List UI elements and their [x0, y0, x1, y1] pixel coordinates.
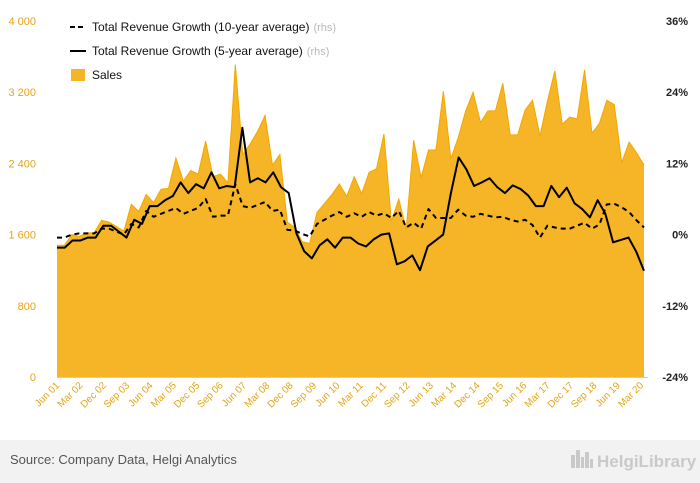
x-tick-label: Sep 06 [195, 380, 225, 410]
y-left-tick-label: 4 000 [8, 16, 36, 28]
y-left-tick-label: 0 [30, 372, 36, 384]
sales-area [57, 64, 644, 378]
sales-area-edge [57, 64, 645, 246]
y-right-tick-label: 0% [672, 230, 688, 242]
x-tick-label: Sep 12 [382, 380, 412, 410]
x-tick-label: Sep 03 [102, 380, 132, 410]
y-right-tick-label: 36% [666, 16, 688, 28]
legend: Total Revenue Growth (10-year average) (… [70, 20, 336, 82]
x-tick-label: Sep 15 [476, 380, 506, 410]
y-left-tick-label: 3 200 [8, 87, 36, 99]
footer: Source: Company Data, Helgi Analytics He… [0, 440, 700, 483]
series-line-10yr-average [57, 183, 645, 239]
plot-area [57, 64, 645, 378]
legend-suffix-5yr: (rhs) [307, 46, 330, 58]
legend-item-10yr: Total Revenue Growth (10-year average) (… [70, 20, 336, 34]
city-skyline-icon [571, 450, 593, 468]
y-right-tick-label: -12% [662, 301, 688, 313]
y-right-tick-label: 12% [666, 158, 688, 170]
series-line-5yr-average [57, 126, 645, 272]
legend-label-5yr: Total Revenue Growth (5-year average) [92, 44, 303, 58]
y-left-tick-label: 800 [18, 301, 36, 313]
x-tick-label: Mar 20 [616, 380, 646, 410]
legend-item-5yr: Total Revenue Growth (5-year average) (r… [70, 44, 329, 58]
legend-swatch-sales [71, 69, 85, 81]
legend-item-sales: Sales [71, 68, 122, 82]
y-left-tick-label: 2 400 [8, 158, 36, 170]
brand-logo-text: HelgiLibrary [597, 452, 697, 471]
source-text: Source: Company Data, Helgi Analytics [10, 452, 237, 467]
y-left-tick-label: 1 600 [8, 230, 36, 242]
y-right-tick-label: -24% [662, 372, 688, 384]
x-tick-label: Sep 09 [289, 380, 319, 410]
legend-suffix-10yr: (rhs) [313, 22, 336, 34]
x-tick-label: Sep 18 [569, 380, 599, 410]
legend-label-10yr: Total Revenue Growth (10-year average) [92, 20, 309, 34]
y-right-tick-label: 24% [666, 87, 688, 99]
legend-label-sales: Sales [92, 68, 122, 82]
